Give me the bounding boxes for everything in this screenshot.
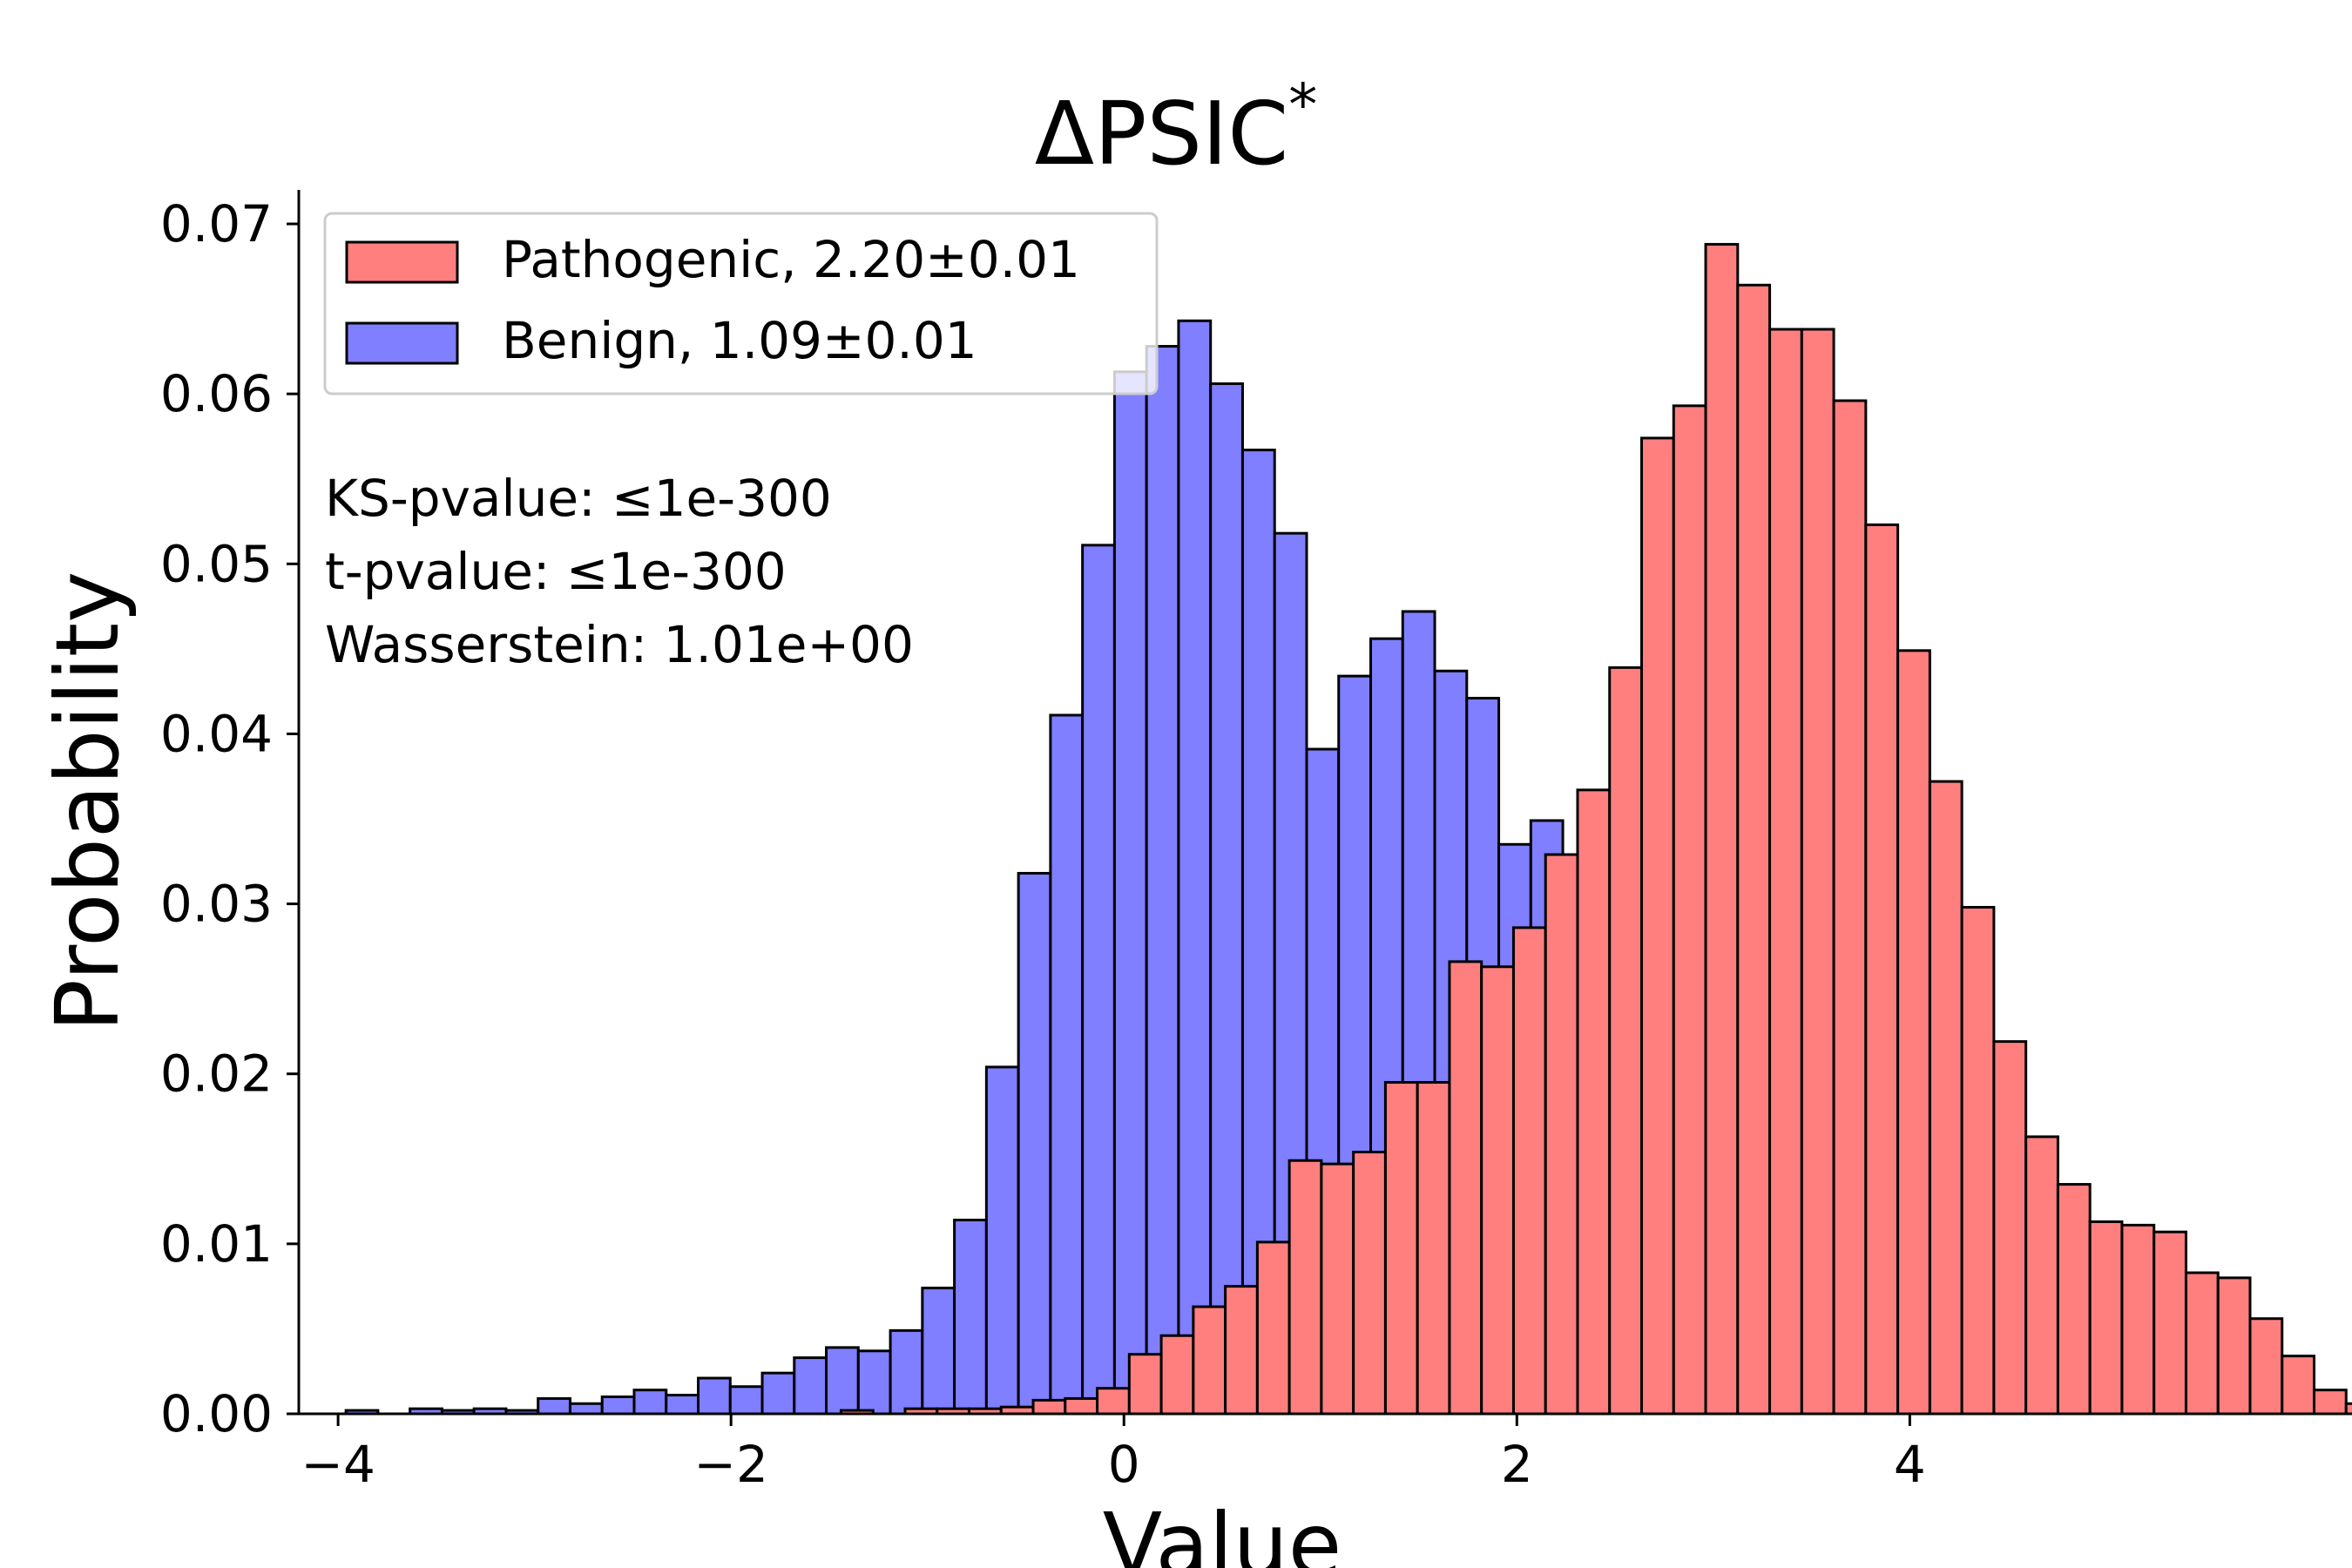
histogram-bar	[1448, 960, 1484, 1416]
histogram-bar	[2216, 1276, 2252, 1416]
legend-swatch-benign	[345, 321, 459, 365]
histogram-bar	[1832, 399, 1868, 1416]
histogram-bar	[1017, 871, 1052, 1416]
histogram-bar	[1672, 404, 1707, 1416]
histogram-bar	[1255, 1240, 1291, 1416]
histogram-bar	[856, 1349, 892, 1416]
chart-title: ΔPSIC*	[1035, 71, 1318, 185]
y-tick-label: 0.06	[160, 364, 273, 423]
histogram-bar	[1768, 328, 1803, 1416]
series-1	[839, 242, 2352, 1416]
histogram-bar	[1288, 1159, 1323, 1416]
histogram-bar	[953, 1219, 988, 1416]
stats-annotations: KS-pvalue: ≤1e-300 t-pvalue: ≤1e-300 Was…	[325, 469, 914, 674]
histogram-bar	[1576, 788, 1612, 1416]
histogram-bar	[665, 1394, 700, 1416]
histogram-bar	[1127, 1353, 1163, 1416]
histogram-bar	[728, 1385, 764, 1416]
y-tick-label: 0.05	[160, 534, 273, 593]
histogram-bar	[1209, 382, 1244, 1416]
histogram-bar	[1544, 853, 1579, 1416]
histogram-bar	[984, 1065, 1020, 1416]
histogram-bar	[1896, 649, 1931, 1416]
x-axis-label: Value	[1103, 1494, 1342, 1568]
histogram-bar	[1480, 965, 1515, 1416]
histogram-bar	[568, 1402, 604, 1416]
histogram-bar	[1081, 544, 1116, 1416]
histogram-bar	[2344, 1402, 2352, 1416]
x-tick-label: 4	[1894, 1435, 1926, 1494]
plot-area	[344, 242, 2352, 1416]
annotation-wasserstein: Wasserstein: 1.01e+00	[325, 615, 914, 674]
y-ticks: 0.00 0.01 0.02 0.03 0.04 0.05 0.06 0.07	[160, 194, 299, 1443]
histogram-bar	[1320, 1162, 1355, 1416]
histogram-bar	[760, 1371, 796, 1416]
y-tick-label: 0.04	[160, 704, 273, 763]
histogram-bar	[793, 1356, 828, 1416]
histogram-bar	[2088, 1220, 2124, 1416]
x-tick-label: 2	[1501, 1435, 1533, 1494]
x-ticks: −4 −2 0 2 4	[301, 1414, 1926, 1494]
histogram-bar	[825, 1346, 860, 1416]
histogram-bar	[2248, 1317, 2284, 1416]
histogram-bar	[1608, 666, 1644, 1416]
histogram-bar	[697, 1376, 732, 1416]
histogram-bar	[1031, 1398, 1067, 1416]
histogram-bar	[1383, 1080, 1419, 1416]
histogram-bar	[1511, 926, 1547, 1416]
x-tick-label: −2	[693, 1435, 768, 1494]
histogram-bar	[1145, 345, 1180, 1416]
y-tick-label: 0.02	[160, 1044, 273, 1104]
annotation-ks-pvalue: KS-pvalue: ≤1e-300	[325, 469, 832, 528]
y-tick-label: 0.00	[160, 1384, 273, 1443]
legend: Pathogenic, 2.20±0.01 Benign, 1.09±0.01	[323, 212, 1159, 395]
legend-frame	[323, 212, 1159, 395]
histogram-bar	[1049, 713, 1085, 1416]
legend-label-pathogenic: Pathogenic, 2.20±0.01	[502, 230, 1080, 289]
chart-title-superscript: *	[1288, 71, 1317, 139]
histogram-bar	[537, 1396, 571, 1416]
histogram-bar	[2281, 1355, 2316, 1416]
histogram-bar	[2313, 1389, 2348, 1416]
y-axis-label: Probability	[37, 571, 139, 1032]
legend-label-benign: Benign, 1.09±0.01	[502, 311, 977, 370]
histogram-bar	[600, 1395, 636, 1416]
histogram-bar	[1159, 1334, 1195, 1416]
histogram-bar	[1640, 436, 1675, 1416]
histogram-bar	[1064, 1396, 1099, 1416]
histogram-bar	[2184, 1271, 2220, 1416]
histogram-bar	[2024, 1135, 2059, 1416]
histogram-bar	[1992, 1040, 2028, 1416]
histogram-bar	[1704, 242, 1740, 1416]
histogram-bar	[889, 1328, 924, 1416]
histogram-bar	[1352, 1150, 1387, 1416]
x-tick-label: −4	[301, 1435, 375, 1494]
histogram-bar	[1177, 319, 1213, 1416]
histogram-bar	[1960, 905, 1996, 1416]
histogram-bar	[632, 1389, 668, 1416]
annotation-t-pvalue: t-pvalue: ≤1e-300	[325, 542, 787, 601]
histogram-bar	[1224, 1285, 1259, 1416]
y-tick-label: 0.03	[160, 875, 273, 934]
histogram-bar	[1928, 780, 1963, 1416]
histogram-bar	[1192, 1305, 1227, 1416]
histogram-bar	[2056, 1183, 2092, 1416]
legend-swatch-pathogenic	[345, 240, 459, 284]
y-tick-label: 0.01	[160, 1214, 273, 1274]
histogram-bar	[2153, 1230, 2187, 1416]
y-tick-label: 0.07	[160, 194, 273, 253]
x-tick-label: 0	[1108, 1435, 1140, 1494]
histogram-bar	[921, 1287, 956, 1416]
histogram-bar	[2120, 1223, 2156, 1416]
histogram-bar	[1864, 523, 1900, 1416]
histogram-bar	[1416, 1080, 1451, 1416]
histogram-bar	[1096, 1387, 1131, 1416]
histogram-bar	[1112, 370, 1148, 1416]
histogram-bar	[1800, 328, 1835, 1416]
histogram-bar	[1736, 283, 1772, 1416]
